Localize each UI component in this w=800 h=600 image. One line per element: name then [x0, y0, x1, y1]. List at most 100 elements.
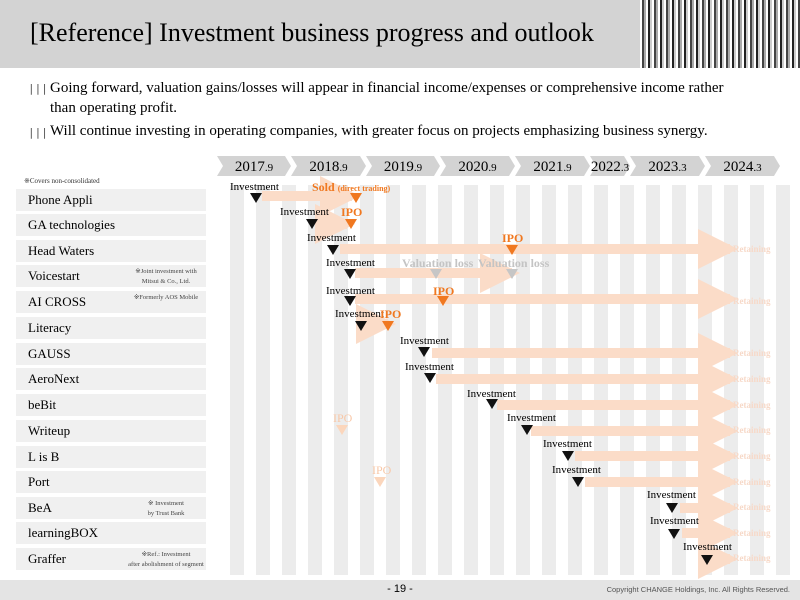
investment-marker: [418, 347, 430, 357]
timeline-column: [386, 185, 400, 575]
retaining-label: Retaining: [733, 553, 771, 563]
year-sub: .9: [488, 162, 497, 174]
company-note: Mitsui & Co., Ltd.: [141, 278, 191, 285]
timeline-column: [360, 185, 374, 575]
timeline-column: [776, 185, 790, 575]
year-main: 2024: [723, 159, 754, 175]
investment-marker: [666, 503, 678, 513]
year-header-arrow: [705, 156, 780, 176]
company-row: learningBOX: [16, 522, 206, 545]
year-label: 2023.3: [630, 157, 705, 178]
investment-label: Investment: [326, 285, 375, 297]
timeline-column: [412, 185, 426, 575]
valuation-loss-label: Valuation loss: [402, 256, 474, 270]
page-number: - 19 -: [387, 583, 413, 595]
ipo-marker-faint: [374, 477, 386, 487]
page-title: [Reference] Investment business progress…: [30, 18, 594, 47]
year-label: 2022.3: [590, 157, 630, 178]
year-header-arrow: [366, 156, 440, 176]
company-note: after abolishment of segment: [128, 561, 204, 568]
retaining-label: Retaining: [733, 348, 771, 358]
company-name: AI CROSS: [28, 294, 87, 309]
bullet-text-1a: Going forward, valuation gains/losses wi…: [50, 80, 724, 96]
company-row: Writeup: [16, 420, 206, 443]
year-header-arrow: [217, 156, 291, 176]
year-main: 2022: [590, 159, 621, 175]
retaining-label: Retaining: [733, 296, 771, 306]
company-name: GA technologies: [28, 217, 116, 232]
company-row: GA technologies: [16, 214, 206, 237]
ipo-marker: [437, 296, 449, 306]
investment-marker: [355, 321, 367, 331]
company-note: ※Formerly AOS Mobile: [133, 294, 199, 301]
valuation-loss-label: Valuation loss: [478, 256, 550, 270]
company-name: L is B: [28, 449, 60, 464]
year-sub: .9: [563, 162, 572, 174]
investment-marker: [344, 296, 356, 306]
copyright: Copyright CHANGE Holdings, Inc. All Righ…: [606, 585, 790, 594]
company-row: BeA ※ Investment by Trust Bank: [16, 497, 206, 520]
investment-label: Investment: [326, 257, 375, 269]
investment-label: Investment: [335, 308, 384, 320]
company-row: L is B: [16, 446, 206, 469]
ipo-label: IPO: [341, 205, 363, 219]
investment-marker: [668, 529, 680, 539]
company-name: Port: [28, 474, 50, 489]
ipo-marker-faint: [336, 425, 348, 435]
ipo-label: IPO: [433, 284, 455, 298]
company-name: beBit: [28, 397, 57, 412]
investment-label: Investment: [683, 541, 732, 553]
coverage-note: ※Covers non-consolidated: [24, 177, 100, 185]
year-sub: .3: [678, 162, 687, 174]
investment-marker: [562, 451, 574, 461]
year-header-arrow: [515, 156, 590, 176]
company-name: Voicestart: [28, 268, 80, 283]
company-row: Phone Appli: [16, 189, 206, 212]
sold-label: Sold (direct trading): [312, 180, 391, 194]
year-header-arrow: [440, 156, 515, 176]
timeline-column: [282, 185, 296, 575]
company-row: Literacy: [16, 317, 206, 340]
company-row: AeroNext: [16, 368, 206, 391]
investment-marker: [572, 477, 584, 487]
company-row: beBit: [16, 394, 206, 417]
investment-label: Investment: [543, 438, 592, 450]
footer-bar: [0, 580, 800, 600]
bullet-icon: |||: [28, 126, 48, 139]
year-sub: .9: [413, 162, 423, 174]
year-main: 2018: [309, 159, 340, 175]
timeline-column: [256, 185, 270, 575]
timeline-column: [750, 185, 764, 575]
ipo-label: IPO: [380, 307, 402, 321]
investment-marker: [306, 219, 318, 229]
ipo-label: IPO: [502, 231, 524, 245]
investment-label: Investment: [280, 206, 329, 218]
retaining-label: Retaining: [733, 528, 771, 538]
investment-label: Investment: [650, 515, 699, 527]
year-label: 2017.9: [217, 157, 291, 178]
company-row: Port: [16, 471, 206, 494]
bullet-text-1b: than operating profit.: [50, 100, 178, 116]
investment-label: Investment: [467, 388, 516, 400]
company-name: BeA: [28, 500, 52, 515]
company-note: ※Joint investment with: [135, 268, 197, 275]
ipo-label-faint: IPO: [333, 411, 353, 425]
retaining-label: Retaining: [733, 477, 771, 487]
investment-marker: [327, 245, 339, 255]
company-row: Voicestart ※Joint investment with Mitsui &…: [16, 265, 206, 288]
investment-label: Investment: [405, 361, 454, 373]
investment-label: Investment: [307, 232, 356, 244]
company-row: Head Waters: [16, 240, 206, 263]
year-main: 2017: [234, 159, 265, 175]
company-name: Head Waters: [28, 243, 95, 258]
investment-label: Investment: [400, 335, 449, 347]
ipo-marker: [345, 219, 357, 229]
year-header-arrow: [291, 156, 366, 176]
investment-label: Investment: [647, 489, 696, 501]
timeline-column: [230, 185, 244, 575]
investment-label: Investment: [507, 412, 556, 424]
year-sub: .3: [620, 162, 630, 174]
bullet-text-2: Will continue investing in operating com…: [50, 123, 708, 139]
timeline-column: [334, 185, 348, 575]
investment-label: Investment: [230, 181, 279, 193]
